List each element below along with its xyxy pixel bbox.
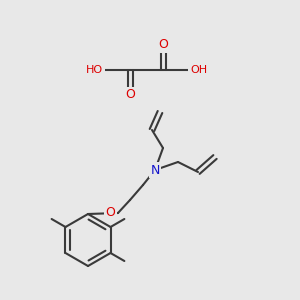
Text: OH: OH	[190, 65, 207, 75]
Text: O: O	[125, 88, 135, 101]
Text: N: N	[150, 164, 160, 176]
Text: O: O	[105, 206, 115, 220]
Text: HO: HO	[86, 65, 103, 75]
Text: O: O	[158, 38, 168, 52]
